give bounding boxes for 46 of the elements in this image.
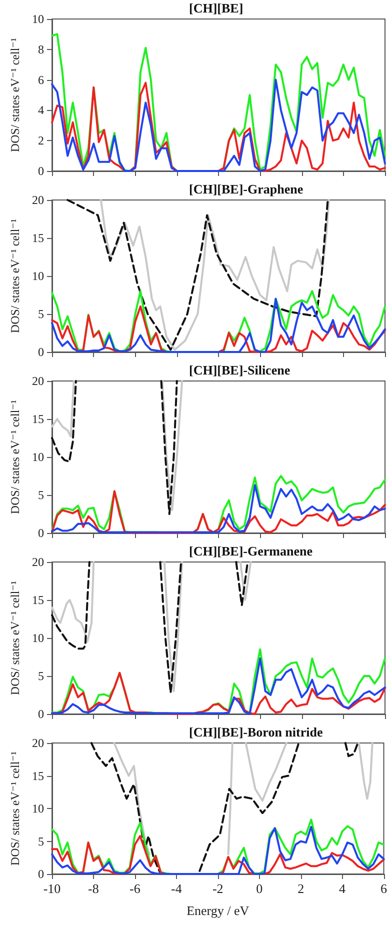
y-tick-label: 6 [38, 72, 44, 87]
y-tick-label: 0 [38, 707, 44, 721]
x-tick-label: 4 [339, 881, 346, 896]
x-tick-label: 2 [298, 881, 304, 896]
y-tick-label: 15 [32, 231, 44, 245]
x-tick-label: 0 [256, 881, 263, 896]
y-axis-title: DOS/ states eV⁻¹ cell⁻¹ [8, 38, 22, 152]
y-tick-label: 10 [32, 450, 44, 464]
y-tick-label: 15 [32, 412, 44, 426]
chart-title: [CH][BE]-Germanene [189, 544, 313, 558]
y-tick-label: 10 [32, 269, 44, 283]
y-tick-label: 0 [38, 526, 44, 540]
y-tick-label: 5 [38, 488, 44, 502]
y-axis-title: DOS/ states eV⁻¹ cell⁻¹ [8, 218, 22, 334]
x-tick-label: -10 [43, 881, 61, 896]
y-tick-label: 10 [32, 12, 44, 26]
x-tick-label: -4 [170, 881, 182, 896]
chart-title: [CH][BE]-Graphene [189, 182, 304, 196]
y-tick-label: 5 [38, 307, 44, 321]
y-tick-label: 20 [32, 555, 44, 569]
x-tick-label: -2 [212, 881, 224, 896]
x-tick-label: -6 [130, 881, 141, 896]
y-tick-label: 2 [38, 134, 44, 148]
y-tick-label: 5 [38, 834, 44, 848]
y-axis-title: DOS/ states eV⁻¹ cell⁻¹ [8, 751, 22, 866]
y-tick-label: 15 [32, 593, 44, 607]
x-tick-label: -8 [88, 881, 99, 896]
y-tick-label: 20 [32, 193, 44, 207]
chart-title: [CH][BE] [189, 0, 244, 16]
y-tick-label: 10 [32, 631, 44, 645]
y-tick-label: 5 [38, 669, 44, 683]
y-tick-label: 8 [38, 42, 44, 56]
y-tick-label: 0 [38, 345, 44, 359]
y-tick-label: 20 [32, 736, 44, 750]
chart-title: [CH][BE]-Silicene [189, 362, 290, 378]
y-tick-label: 4 [38, 103, 44, 118]
y-tick-label: 0 [38, 867, 44, 881]
y-tick-label: 20 [32, 374, 44, 388]
y-axis-title: DOS/ states eV⁻¹ cell⁻¹ [8, 400, 22, 514]
chart-title: [CH][BE]-Boron nitride [189, 724, 323, 740]
y-tick-label: 0 [38, 164, 44, 178]
x-tick-label: 6 [380, 881, 388, 896]
y-axis-title: DOS/ states eV⁻¹ cell⁻¹ [8, 580, 22, 696]
x-axis-title: Energy / eV [186, 903, 250, 918]
y-tick-label: 15 [32, 768, 44, 783]
y-tick-label: 10 [32, 802, 44, 816]
